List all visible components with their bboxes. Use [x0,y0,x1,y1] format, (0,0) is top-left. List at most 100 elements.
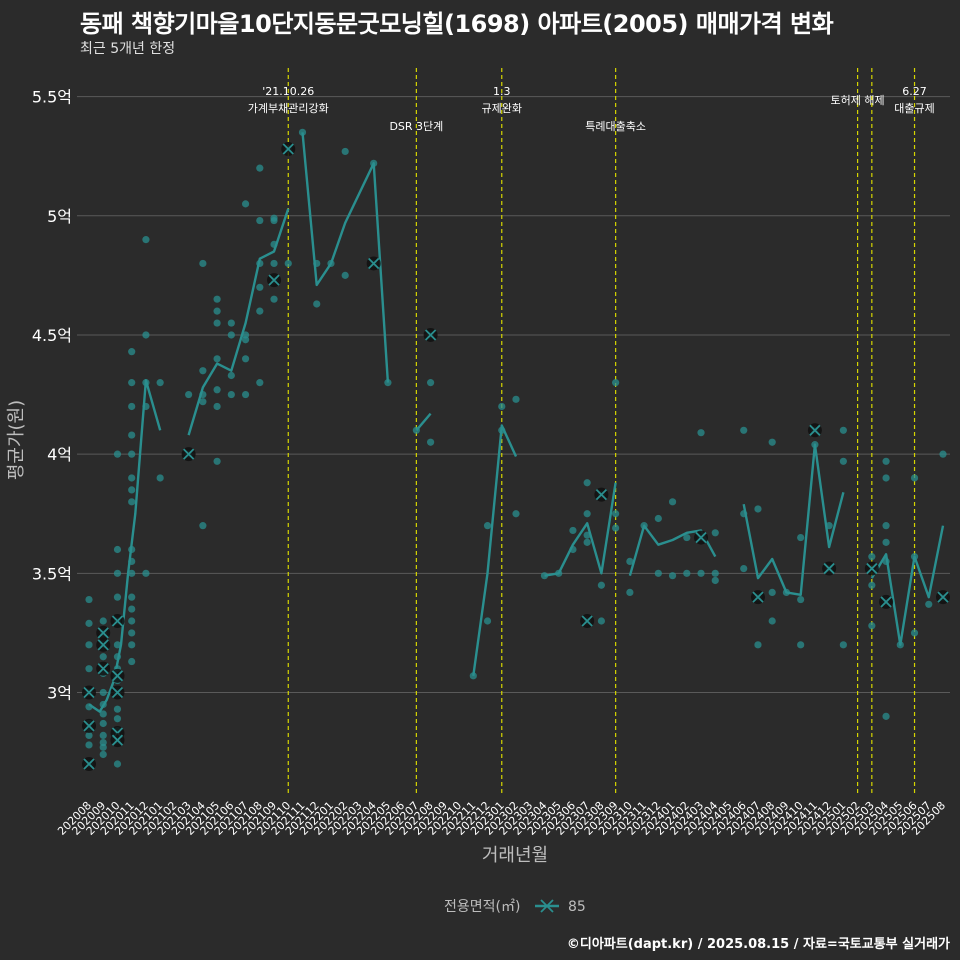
price-line-segment [88,379,162,713]
data-point [270,259,278,268]
data-point [697,569,705,577]
data-point [128,450,136,458]
data-point [128,641,136,649]
cross-marker-x [111,615,124,627]
data-point [583,479,591,487]
legend-label: 85 [568,899,586,915]
y-tick-label: 3.5억 [32,564,72,583]
data-point [925,600,933,608]
cross-marker-x [866,562,878,575]
data-point [768,617,776,625]
cross-marker [110,613,125,628]
data-point [128,498,136,506]
data-point [910,629,919,637]
data-point [256,283,264,291]
cross-marker-x [97,663,109,675]
data-point [128,379,136,387]
event-label: DSR 3단계 [389,120,443,133]
data-point [483,522,492,530]
data-point [213,386,221,394]
data-point [128,474,136,482]
data-point [213,295,221,303]
cross-marker [82,685,96,700]
data-point [85,731,93,740]
data-point [99,710,107,718]
data-point [839,426,847,434]
data-point [711,569,719,577]
event-label: 6.27 대출규제 [894,85,934,115]
cross-marker [864,561,879,576]
data-point [597,581,606,589]
data-point [113,715,122,723]
data-point [270,216,278,225]
data-point [85,595,93,604]
data-point [740,426,748,434]
data-point [341,147,349,156]
cross-marker [110,685,125,700]
data-point [483,617,492,625]
cross-marker-x [823,562,835,575]
y-tick-label: 5억 [47,207,72,226]
data-point [910,474,919,482]
cross-marker [82,718,96,733]
cross-marker-x [424,329,437,341]
data-point [612,510,620,518]
y-tick-label: 3억 [47,684,72,703]
data-point [241,390,250,399]
data-point [427,379,435,387]
data-point [668,498,677,506]
data-point [142,331,150,339]
data-point [882,474,890,482]
cross-marker [96,637,111,652]
price-line-segment [742,443,845,596]
cross-marker [580,613,595,628]
cross-marker-x [111,670,124,682]
price-line-segment [544,482,617,577]
data-point [498,402,506,411]
data-point [939,450,947,458]
data-point [113,450,122,458]
price-line-segment [628,524,717,577]
data-point [99,750,107,759]
data-point [156,379,164,387]
cross-marker [82,757,96,772]
data-point [754,505,762,513]
data-point [469,672,477,680]
cross-markers [82,142,950,772]
data-point [156,474,164,482]
y-axis-title: 평균가(원) [6,400,27,480]
data-point [128,569,136,577]
data-point [313,300,321,308]
data-point [740,564,748,573]
cross-marker [807,423,822,438]
data-point [868,581,876,589]
data-point [85,641,93,649]
data-point [512,395,520,403]
cross-marker-x [752,591,764,603]
price-line-segment [415,412,432,432]
data-point [128,593,136,601]
cross-marker-x [368,257,380,270]
axes: 3억3.5억4억4.5억5억5.5억2020082020092020102020… [6,88,948,866]
data-point [868,622,876,630]
data-point [213,402,221,411]
data-point [128,431,136,439]
price-line-segment [472,424,518,676]
cross-marker-x [282,143,294,155]
data-point [185,390,193,399]
data-point [99,653,107,661]
data-point [797,533,805,542]
data-point [882,457,890,465]
data-point [85,741,93,749]
data-point [683,569,691,577]
data-point [213,307,221,315]
data-point [512,510,520,518]
cross-marker [936,590,950,605]
event-label: 토허제 해제 [831,93,885,107]
data-point [569,526,577,535]
data-point [128,617,136,625]
cross-marker-x [581,615,593,627]
data-point [128,486,136,494]
cross-marker-x [595,489,608,501]
data-point [711,576,719,585]
